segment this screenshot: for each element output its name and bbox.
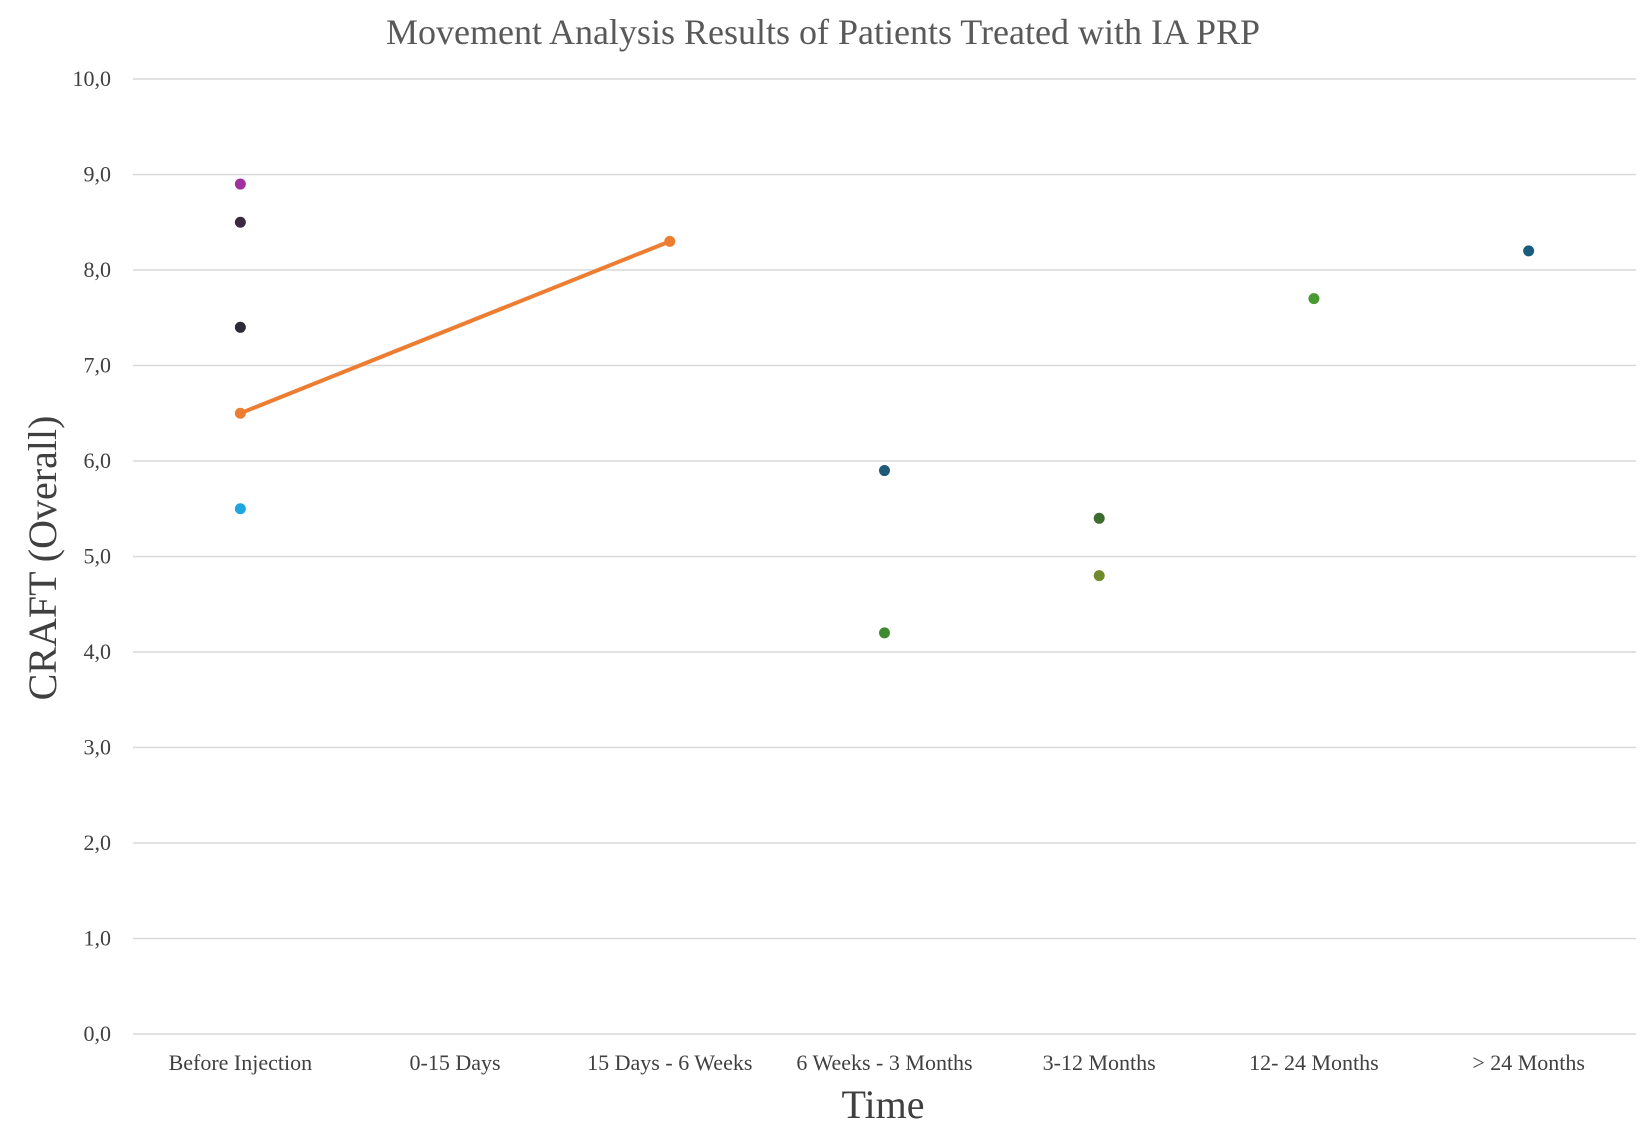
x-axis-label: Time	[841, 1082, 924, 1127]
series-11	[1523, 245, 1535, 257]
series-2	[234, 178, 246, 190]
x-tick-label: 12- 24 Months	[1249, 1050, 1379, 1075]
series-10	[1308, 293, 1320, 305]
data-point	[879, 465, 890, 477]
data-point	[1093, 512, 1105, 524]
data-point	[234, 216, 246, 228]
x-tick-label: 3-12 Months	[1043, 1050, 1156, 1075]
data-point	[234, 407, 246, 419]
series-8	[1093, 512, 1105, 524]
y-tick-label: 2,0	[84, 830, 112, 855]
y-tick-label: 8,0	[84, 257, 112, 282]
data-point	[664, 235, 676, 247]
x-tick-label: 0-15 Days	[410, 1050, 501, 1075]
chart-title: Movement Analysis Results of Patients Tr…	[386, 12, 1260, 52]
data-point	[234, 503, 246, 515]
y-tick-label: 6,0	[84, 448, 112, 473]
x-tick-label: 15 Days - 6 Weeks	[587, 1050, 752, 1075]
y-tick-label: 10,0	[73, 66, 112, 91]
series-7	[879, 627, 890, 639]
y-tick-label: 1,0	[84, 926, 112, 951]
y-tick-label: 7,0	[84, 353, 112, 378]
data-point	[1308, 293, 1320, 305]
y-axis-label: CRAFT (Overall)	[20, 416, 65, 701]
y-tick-label: 3,0	[84, 735, 112, 760]
x-tick-label: > 24 Months	[1472, 1050, 1585, 1075]
data-point	[1523, 245, 1535, 257]
gridlines	[133, 78, 1636, 1035]
data-series	[234, 178, 1535, 639]
series-3	[234, 216, 246, 228]
data-point	[234, 321, 246, 333]
data-point	[1093, 570, 1105, 582]
y-tick-label: 9,0	[84, 162, 112, 187]
y-tick-label: 0,0	[84, 1021, 112, 1046]
y-tick-labels: 0,0 1,0 2,0 3,0 4,0 5,0 6,0 7,0 8,0 9,0 10,0	[73, 66, 112, 1046]
y-tick-label: 5,0	[84, 544, 112, 569]
series-line	[238, 239, 672, 416]
data-point	[879, 627, 890, 639]
series-6	[879, 465, 890, 477]
x-tick-label: Before Injection	[169, 1050, 313, 1075]
series-4	[234, 321, 246, 333]
x-tick-label: 6 Weeks - 3 Months	[796, 1050, 972, 1075]
x-tick-labels: Before Injection 0-15 Days 15 Days - 6 Wee…	[169, 1050, 1585, 1075]
data-point	[234, 178, 246, 190]
y-tick-label: 4,0	[84, 639, 112, 664]
series-9	[1093, 570, 1105, 582]
series-5	[234, 503, 246, 515]
series-1	[234, 235, 676, 419]
